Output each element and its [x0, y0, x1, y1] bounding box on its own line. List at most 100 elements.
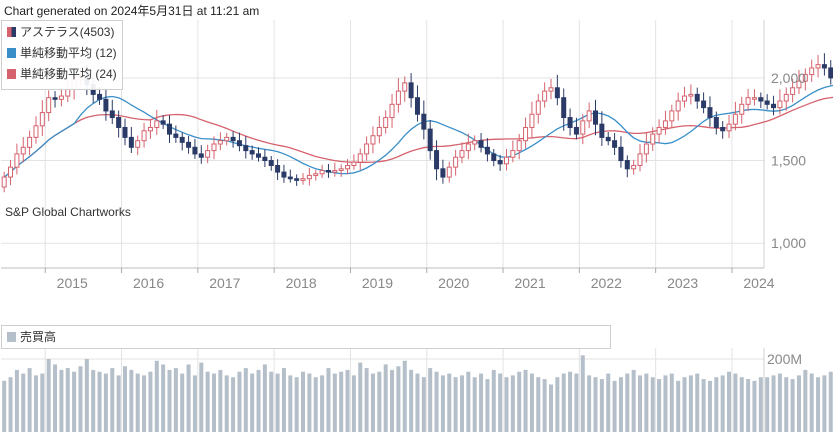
candle-body — [618, 146, 624, 162]
volume-legend: 売買高 — [1, 325, 611, 349]
candle-body — [313, 173, 319, 176]
candle-body — [97, 93, 103, 100]
volume-bar — [262, 364, 267, 432]
x-tick-label: 2024 — [743, 275, 774, 291]
volume-bar — [504, 377, 509, 432]
volume-bar — [701, 379, 706, 432]
legend-item-price[interactable]: アステラス(4503) — [2, 21, 122, 42]
candle-body — [345, 164, 351, 170]
candle-body — [186, 141, 192, 148]
volume-bar — [91, 369, 96, 432]
x-tick-label: 2017 — [209, 275, 240, 291]
candle-body — [376, 126, 382, 137]
volume-bar — [275, 373, 280, 432]
candle-body — [745, 97, 751, 105]
volume-bar — [758, 377, 763, 432]
volume-bar — [59, 369, 64, 432]
volume-bar — [574, 373, 579, 432]
legend-item-ma12[interactable]: 単純移動平均 (12) — [2, 42, 122, 63]
candle-body — [39, 112, 45, 127]
candle-body — [783, 93, 789, 102]
volume-bar — [72, 371, 77, 432]
volume-bar — [364, 368, 369, 432]
volume-bar — [803, 369, 808, 432]
candle-body — [249, 150, 255, 155]
candle-body — [669, 110, 675, 122]
volume-bar — [224, 375, 229, 432]
candle-body — [27, 136, 33, 148]
candle-body — [141, 130, 147, 142]
volume-bar — [650, 377, 655, 432]
volume-bar — [606, 373, 611, 432]
candle-body — [224, 136, 230, 142]
candle-body — [154, 120, 160, 128]
volume-bar — [688, 375, 693, 432]
candle-body — [65, 88, 71, 97]
volume-bar — [822, 375, 827, 432]
ma12-swatch-icon — [7, 47, 16, 58]
candle-body — [217, 140, 223, 145]
volume-bar — [377, 371, 382, 432]
volume-bar — [402, 360, 407, 432]
candle-body — [732, 113, 738, 125]
volume-bar — [752, 380, 757, 432]
volume-bar — [65, 368, 70, 432]
volume-bar — [428, 368, 433, 432]
price-tick-label: 2,000 — [771, 70, 806, 86]
volume-bar — [186, 364, 191, 432]
volume-bar — [409, 369, 414, 432]
candle-body — [20, 146, 26, 155]
candle-body — [472, 140, 478, 145]
volume-bar — [777, 373, 782, 432]
candle-body — [58, 95, 64, 100]
volume-bar — [771, 375, 776, 432]
candle-body — [453, 156, 459, 168]
watermark-text: S&P Global Chartworks — [5, 205, 131, 219]
volume-bar — [27, 368, 32, 432]
volume-bar — [453, 377, 458, 432]
volume-bar — [828, 371, 833, 432]
volume-bar — [784, 377, 789, 432]
candlestick-series — [1, 53, 833, 193]
legend-item-ma24[interactable]: 単純移動平均 (24) — [2, 63, 122, 84]
volume-bar — [288, 375, 293, 432]
candle-body — [408, 82, 414, 99]
candle-body — [650, 133, 656, 145]
candle-body — [535, 100, 541, 115]
candle-body — [243, 145, 249, 152]
volume-bar — [326, 368, 331, 432]
volume-bar — [237, 371, 242, 432]
volume-bar — [561, 373, 566, 432]
candle-body — [605, 136, 611, 142]
candle-body — [656, 126, 662, 135]
volume-tick-label: 200M — [767, 351, 802, 367]
candle-body — [720, 126, 726, 132]
candle-body — [516, 140, 522, 152]
candle-body — [198, 153, 204, 158]
volume-bar — [161, 364, 166, 432]
price-tick-label: 1,500 — [771, 153, 806, 169]
volume-bar — [148, 371, 153, 432]
candle-body — [643, 143, 649, 155]
volume-bar — [587, 375, 592, 432]
volume-bar — [313, 377, 318, 432]
volume-bar — [548, 384, 553, 432]
candle-body — [503, 156, 509, 165]
volume-series — [2, 355, 833, 432]
x-tick-label: 2019 — [362, 275, 393, 291]
candle-body — [637, 153, 643, 166]
volume-bar — [631, 369, 636, 432]
volume-bar — [2, 380, 7, 432]
volume-bar — [644, 373, 649, 432]
volume-bar — [332, 373, 337, 432]
volume-bar — [682, 377, 687, 432]
candle-body — [1, 176, 7, 188]
ma24-layer — [3, 96, 833, 178]
candle-body — [631, 164, 637, 170]
volume-bar — [707, 380, 712, 432]
candle-body — [122, 126, 128, 138]
volume-bar — [555, 377, 560, 432]
legend-item-volume[interactable]: 売買高 — [2, 326, 610, 347]
candle-body — [109, 110, 115, 119]
volume-bar — [727, 371, 732, 432]
